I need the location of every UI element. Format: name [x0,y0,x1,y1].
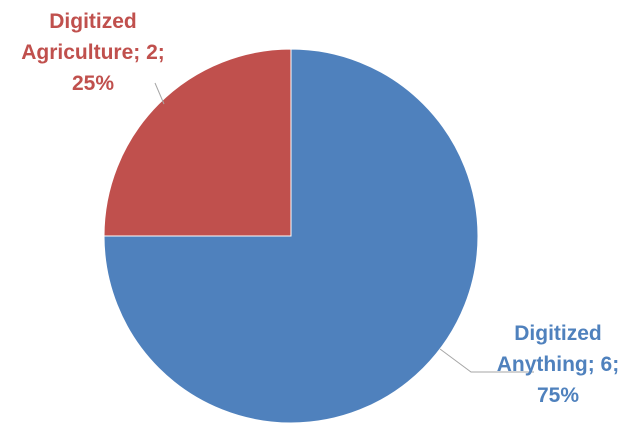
leader-line [154,82,165,105]
data-label-line: Digitized [514,322,602,345]
data-label-line: 75% [537,384,579,407]
leader-line [439,348,534,373]
pie-slice-digitized-agriculture [103,48,292,237]
data-label-line: Digitized [49,10,137,33]
data-label-line: Anything; 6; [497,353,619,376]
data-label-line: Agriculture; 2; [21,41,165,64]
leader-lines [154,82,534,373]
data-label: Digitized Agriculture; 2; 25% [21,10,165,95]
pie-slices [103,48,479,424]
data-label-line: 25% [72,72,114,95]
data-label: Digitized Anything; 6; 75% [497,322,619,407]
data-labels: Digitized Anything; 6; 75% Digitized Agricul… [21,10,619,407]
